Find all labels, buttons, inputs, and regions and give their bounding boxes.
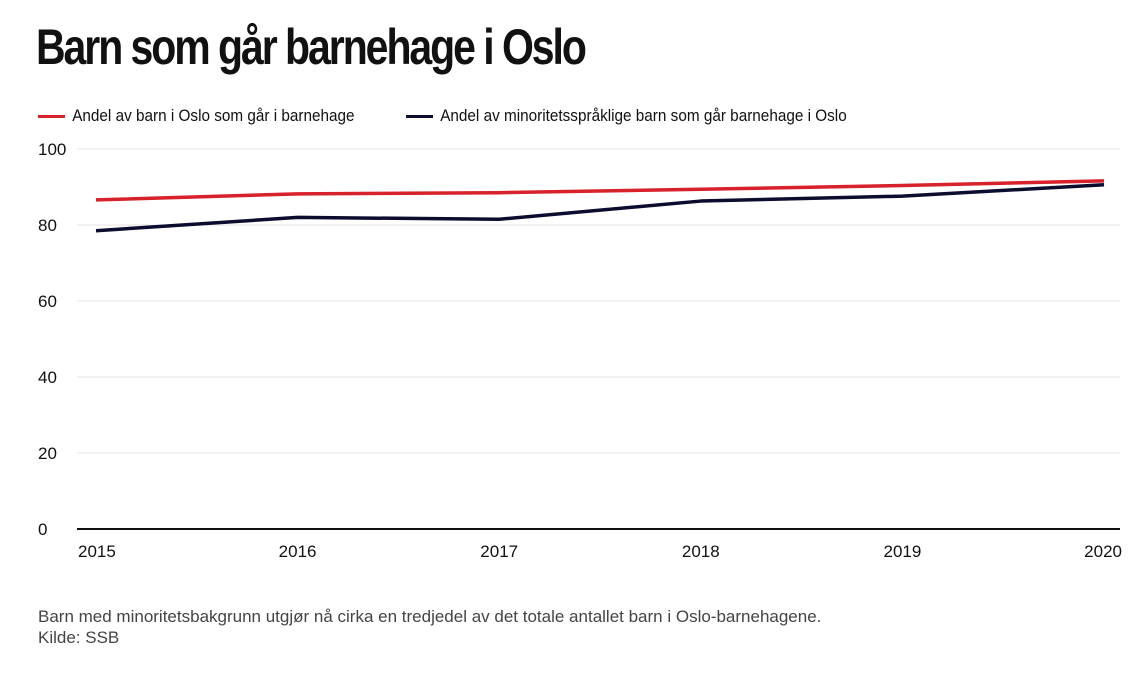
y-tick-label: 60 xyxy=(38,292,57,311)
footer: Barn med minoritetsbakgrunn utgjør nå ci… xyxy=(38,606,821,648)
legend-label: Andel av barn i Oslo som går i barnehage xyxy=(72,106,355,125)
footer-note: Barn med minoritetsbakgrunn utgjør nå ci… xyxy=(38,607,822,626)
x-tick-label: 2015 xyxy=(78,542,116,561)
y-tick-label: 40 xyxy=(38,368,57,387)
series-line-1 xyxy=(95,179,1105,202)
source: Kilde: SSB xyxy=(38,628,120,647)
legend-label: Andel av minoritetsspråklige barn som gå… xyxy=(439,106,847,125)
y-tick-label: 80 xyxy=(38,216,57,235)
y-tick-label: 0 xyxy=(38,520,47,539)
x-tick-label: 2020 xyxy=(1084,542,1122,561)
x-tick-label: 2016 xyxy=(279,542,317,561)
series-line-2 xyxy=(95,182,1105,233)
legend-swatch xyxy=(38,114,65,118)
x-tick-label: 2018 xyxy=(682,542,720,561)
y-tick-label: 100 xyxy=(38,140,66,159)
y-tick-label: 20 xyxy=(38,444,57,463)
line-chart: 0 20 40 60 80 100 2015 2016 2017 2018 2019 2020 xyxy=(38,140,1122,561)
x-tick-label: 2017 xyxy=(480,542,518,561)
legend-swatch xyxy=(405,114,433,118)
legend-item-all-children: Andel av barn i Oslo som går i barnehage xyxy=(38,106,355,126)
legend-item-minority-children: Andel av minoritetsspråklige barn som gå… xyxy=(405,106,847,126)
chart-title: Barn som går barnehage i Oslo xyxy=(36,19,587,75)
legend: Andel av barn i Oslo som går i barnehage… xyxy=(38,106,911,126)
x-tick-label: 2019 xyxy=(883,542,921,561)
